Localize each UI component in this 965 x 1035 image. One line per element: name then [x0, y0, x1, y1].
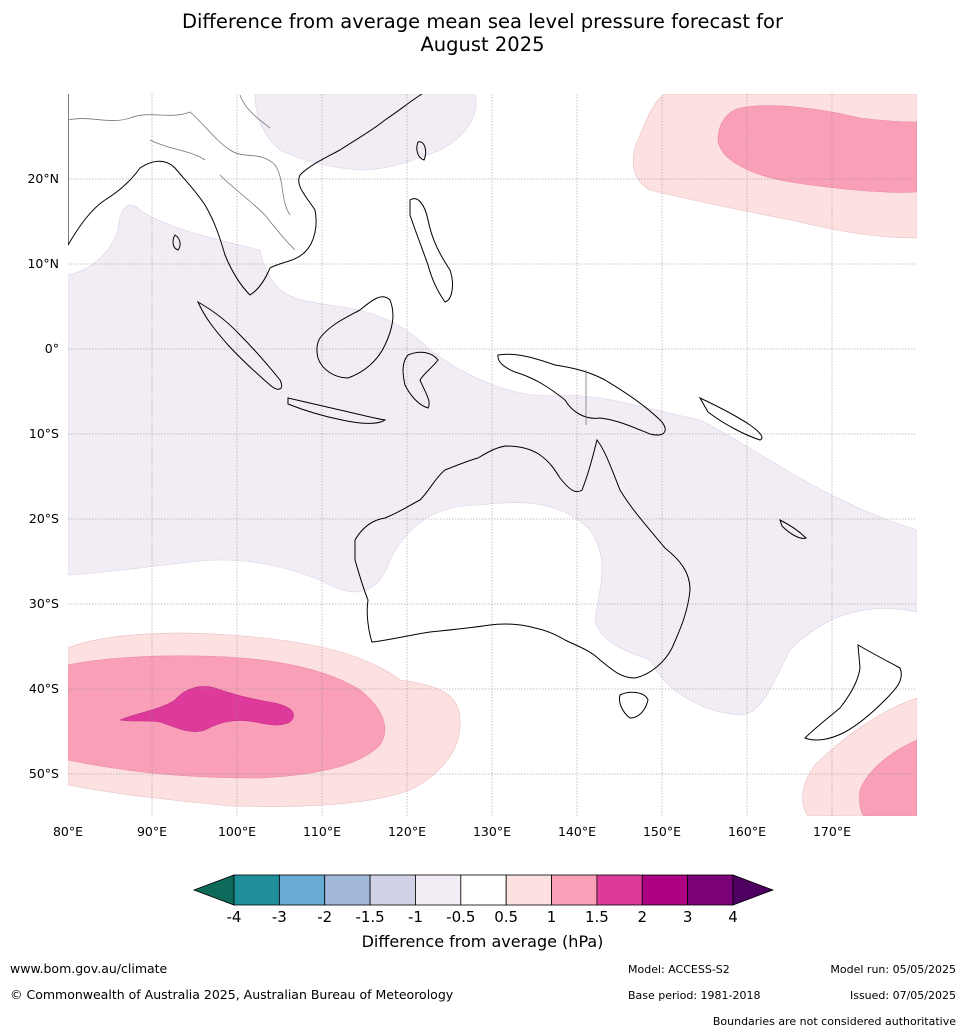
- colorbar-tick-label: -3: [272, 908, 287, 926]
- lon-label: 110°E: [303, 824, 341, 839]
- lon-label: 130°E: [473, 824, 511, 839]
- colorbar-swatch: [233, 874, 280, 906]
- colorbar-tick-label: 0.5: [494, 908, 518, 926]
- lat-label: 10°S: [29, 426, 59, 441]
- lat-label: 40°S: [29, 681, 59, 696]
- borders: [68, 94, 587, 425]
- positive-anomaly-se-inner: [859, 739, 917, 816]
- asia-borders: [68, 94, 296, 251]
- colorbar-tick-label: -2: [317, 908, 332, 926]
- colorbar-swatch: [551, 874, 598, 906]
- lon-label: 80°E: [53, 824, 83, 839]
- colorbar-ticks: -4 -3 -2 -1.5 -1 -0.5 0.5 1 1.5 2 3 4: [227, 908, 738, 926]
- colorbar-tick-label: 2: [637, 908, 647, 926]
- australia-coast: [354, 438, 691, 679]
- positive-anomaly-ne-inner: [717, 105, 917, 193]
- graticule: [68, 94, 917, 816]
- lat-label: 30°S: [29, 596, 59, 611]
- anomaly-fields: [68, 94, 917, 816]
- website-link[interactable]: www.bom.gov.au/climate: [10, 961, 168, 976]
- colorbar-tick-label: -0.5: [446, 908, 475, 926]
- model-run-text: Model run: 05/05/2025: [830, 963, 956, 976]
- longitude-labels: 80°E 90°E 100°E 110°E 120°E 130°E 140°E …: [53, 824, 851, 839]
- colorbar-min-arrow: [192, 874, 235, 906]
- colorbar-title: Difference from average (hPa): [361, 932, 604, 951]
- new-caledonia-coast: [779, 519, 807, 539]
- title-line-2: August 2025: [420, 33, 545, 56]
- latitude-labels: 20°N 10°N 0° 10°S 20°S 30°S 40°S 50°S: [27, 171, 59, 781]
- colorbar-swatch: [505, 874, 552, 906]
- lat-label: 50°S: [29, 766, 59, 781]
- colorbar-swatch: [324, 874, 371, 906]
- disclaimer-text: Boundaries are not considered authoritat…: [712, 1015, 956, 1028]
- colorbar-swatch: [641, 874, 689, 906]
- taiwan-coast: [416, 141, 427, 161]
- colorbar-swatch: [278, 874, 326, 906]
- colorbar-tick-label: -4: [227, 908, 242, 926]
- colorbar-swatch: [460, 874, 507, 906]
- lon-label: 120°E: [388, 824, 426, 839]
- colorbar-swatch: [596, 874, 643, 906]
- map-title: Difference from average mean sea level p…: [0, 10, 965, 56]
- title-line-1: Difference from average mean sea level p…: [182, 10, 783, 33]
- base-period-text: Base period: 1981-2018: [628, 989, 761, 1002]
- colorbar-tick-label: 1.5: [585, 908, 609, 926]
- lon-label: 100°E: [218, 824, 256, 839]
- colorbar-swatch: [415, 874, 462, 906]
- sumatra-coast: [196, 300, 283, 390]
- colorbar-tick-label: -1: [408, 908, 423, 926]
- colorbar-tick-label: 1: [547, 908, 557, 926]
- borneo-coast: [316, 296, 394, 379]
- positive-anomaly-sw-core: [118, 686, 294, 732]
- colorbar-swatch: [687, 874, 734, 906]
- colorbar-tick-label: -1.5: [355, 908, 384, 926]
- colorbar-tick-label: 4: [728, 908, 738, 926]
- solomon-islands-coast: [698, 396, 763, 441]
- lon-label: 150°E: [643, 824, 681, 839]
- lat-label: 20°S: [29, 511, 59, 526]
- java-coast: [287, 397, 387, 424]
- negative-anomaly-region: [68, 205, 917, 716]
- issued-text: Issued: 07/05/2025: [849, 989, 956, 1002]
- lon-label: 160°E: [728, 824, 766, 839]
- new-guinea-coast: [497, 353, 666, 436]
- tasmania-coast: [619, 691, 649, 719]
- coastlines: [68, 94, 902, 741]
- copyright-text: © Commonwealth of Australia 2025, Austra…: [10, 987, 454, 1002]
- mainland-asia-coast: [68, 94, 423, 296]
- lat-label: 0°: [45, 341, 59, 356]
- lat-label: 10°N: [27, 256, 59, 271]
- colorbar-max-arrow: [732, 874, 775, 906]
- lat-label: 20°N: [27, 171, 59, 186]
- new-zealand-coast: [804, 644, 902, 741]
- lon-label: 170°E: [813, 824, 851, 839]
- colorbar: [192, 874, 775, 906]
- lon-label: 90°E: [137, 824, 167, 839]
- model-text: Model: ACCESS-S2: [628, 963, 730, 976]
- philippines-coast: [409, 198, 453, 303]
- negative-anomaly-north: [254, 94, 477, 171]
- sulawesi-coast: [402, 351, 439, 409]
- colorbar-swatch: [369, 874, 416, 906]
- colorbar-tick-label: 3: [683, 908, 693, 926]
- sri-lanka-coast: [172, 234, 181, 251]
- lon-label: 140°E: [558, 824, 596, 839]
